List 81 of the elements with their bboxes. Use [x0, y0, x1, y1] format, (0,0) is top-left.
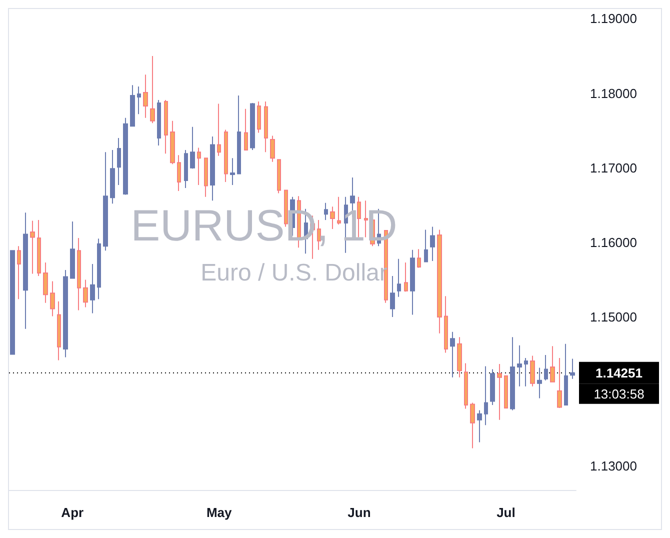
candlestick	[264, 100, 268, 153]
candlestick	[130, 84, 135, 127]
candlestick	[444, 296, 448, 354]
candlestick	[83, 279, 88, 308]
candlestick	[477, 410, 482, 443]
candlestick	[470, 402, 475, 449]
candlestick	[510, 336, 515, 411]
y-tick-label: 1.15000	[590, 309, 637, 324]
candlestick	[497, 363, 502, 420]
candlestick	[97, 238, 101, 300]
candlestick	[437, 229, 442, 334]
candlestick	[103, 152, 108, 252]
candlestick	[517, 344, 522, 387]
candlestick	[557, 358, 562, 408]
candlestick	[184, 149, 188, 188]
x-tick-label: Apr	[61, 505, 84, 520]
x-tick-label: May	[206, 505, 233, 520]
candlestick	[410, 249, 415, 316]
candlestick	[70, 221, 75, 279]
candlestick	[424, 229, 428, 262]
candlestick	[257, 100, 261, 134]
candlestick	[117, 138, 121, 186]
candlestick	[544, 354, 548, 381]
candlestick	[170, 120, 175, 165]
candlestick	[77, 237, 81, 311]
candlestick	[164, 99, 168, 154]
candlestick	[43, 262, 48, 304]
candlestick	[270, 135, 275, 162]
candlestick	[23, 212, 28, 330]
candlestick	[430, 226, 435, 262]
candlestick	[244, 108, 248, 150]
candlestick	[123, 117, 128, 196]
candlestick	[30, 220, 35, 274]
candlestick	[10, 250, 15, 355]
candlestick	[277, 159, 281, 194]
candlestick	[397, 258, 401, 298]
candlestick	[90, 264, 95, 314]
candlestick	[37, 220, 41, 276]
candlestick	[190, 126, 195, 170]
candlestick	[143, 74, 148, 118]
candlestick	[230, 158, 235, 186]
candlestick	[504, 375, 508, 408]
y-tick-label: 1.19000	[590, 11, 637, 26]
candlestick	[564, 343, 568, 406]
candlestick	[197, 147, 201, 186]
candlestick	[530, 355, 535, 387]
candlestick	[524, 358, 528, 387]
candlestick	[150, 55, 155, 124]
y-tick-label: 1.13000	[590, 458, 637, 474]
candlestick	[404, 262, 408, 292]
candlestick	[177, 154, 181, 192]
x-tick-label: Jun	[348, 505, 371, 520]
candlestick	[237, 95, 241, 174]
candlestick	[490, 368, 495, 406]
candlestick	[457, 336, 462, 378]
y-tick-label: 1.17000	[590, 160, 637, 176]
ref-line-label: 1.14251	[596, 365, 642, 380]
candlestick	[537, 367, 542, 399]
candlestick	[63, 270, 68, 358]
candlestick	[57, 300, 61, 361]
x-tick-label: Jul	[496, 505, 516, 520]
candlestick	[17, 246, 21, 300]
candlestick	[224, 129, 228, 183]
candlestick	[484, 366, 488, 426]
candlestick	[550, 346, 555, 382]
candlestick	[217, 103, 221, 156]
candlestick	[137, 86, 141, 115]
y-tick-label: 1.18000	[590, 86, 637, 101]
candlestick	[250, 102, 255, 150]
candlestick	[464, 362, 468, 410]
candlestick	[50, 280, 55, 317]
candlestick	[204, 158, 208, 198]
text: 13:03:58	[594, 386, 644, 402]
candlestick	[210, 136, 215, 202]
candlestick	[390, 275, 395, 318]
candlestick	[570, 358, 575, 380]
candlestick	[417, 248, 421, 268]
candlestick	[157, 99, 161, 146]
candlestick	[450, 331, 455, 378]
y-tick-label: 1.16000	[590, 234, 637, 250]
candlestick	[110, 149, 115, 204]
